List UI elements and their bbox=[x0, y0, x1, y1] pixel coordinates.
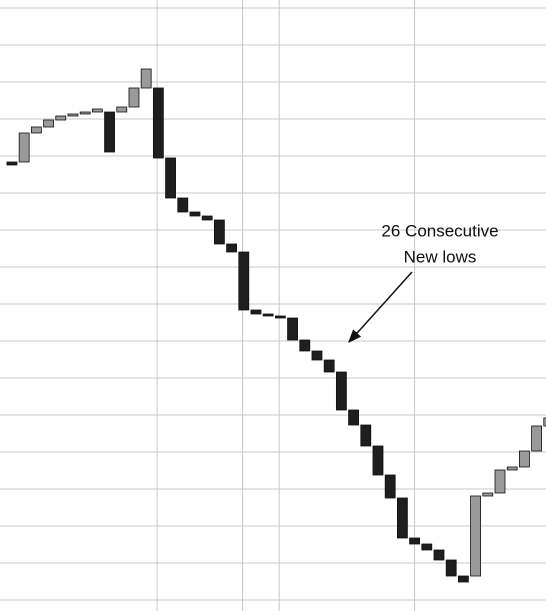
bricks bbox=[6, 68, 546, 583]
brick bbox=[6, 161, 18, 166]
brick bbox=[531, 425, 543, 452]
brick bbox=[396, 497, 408, 539]
brick bbox=[67, 113, 79, 117]
brick bbox=[299, 339, 311, 352]
annotation-line: 26 Consecutive bbox=[381, 221, 498, 240]
brick bbox=[348, 409, 359, 426]
brick bbox=[238, 251, 250, 311]
brick bbox=[116, 106, 128, 113]
brick bbox=[433, 549, 445, 561]
brick bbox=[250, 309, 262, 315]
brick bbox=[55, 115, 67, 121]
brick bbox=[384, 474, 396, 499]
brick bbox=[104, 111, 115, 153]
brick bbox=[152, 87, 164, 159]
brick bbox=[201, 215, 213, 221]
brick bbox=[262, 313, 274, 317]
brick bbox=[91, 108, 103, 113]
brick bbox=[506, 466, 518, 471]
brick bbox=[177, 197, 189, 213]
brick bbox=[287, 317, 298, 341]
brick bbox=[274, 315, 286, 319]
brick bbox=[165, 157, 176, 199]
brick bbox=[128, 87, 140, 108]
brick bbox=[372, 445, 384, 476]
brick bbox=[213, 219, 225, 245]
brick bbox=[311, 350, 323, 361]
annotation-line: New lows bbox=[404, 247, 477, 266]
brick bbox=[18, 132, 30, 163]
brick bbox=[519, 450, 530, 468]
brick bbox=[189, 211, 201, 217]
brick bbox=[335, 371, 347, 411]
brick bbox=[421, 543, 433, 551]
brick bbox=[457, 575, 469, 583]
brick bbox=[445, 559, 457, 577]
brick bbox=[43, 119, 54, 128]
brick bbox=[140, 68, 152, 89]
brick bbox=[226, 243, 237, 253]
brick bbox=[494, 469, 506, 494]
brick bbox=[30, 126, 42, 134]
brick bbox=[409, 537, 420, 545]
annotation-arrow bbox=[348, 271, 413, 344]
brick bbox=[482, 492, 494, 497]
brick bbox=[79, 111, 91, 115]
brick bbox=[543, 417, 546, 427]
brick bbox=[470, 495, 481, 577]
brick bbox=[360, 424, 372, 447]
brick bbox=[323, 359, 335, 373]
